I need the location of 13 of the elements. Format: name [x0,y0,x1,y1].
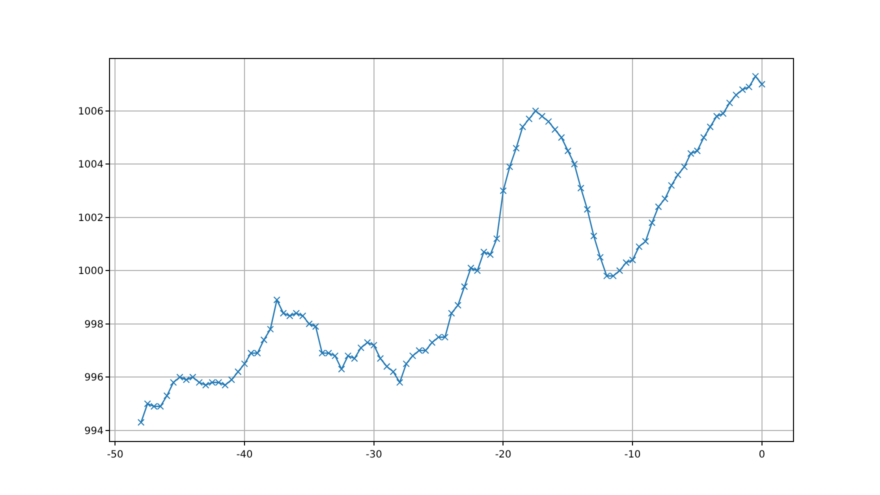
x-tick-label: -10 [624,450,641,460]
x-tick-label: 0 [758,450,766,460]
y-tick-label: 1004 [78,160,104,171]
x-tick-label: -30 [366,450,382,460]
y-tick-label: 1000 [78,266,104,278]
x-tick-label: -40 [236,450,253,460]
y-tick-label: 996 [84,372,104,384]
x-tick-label: -50 [107,450,124,460]
x-tick-label: -20 [495,450,512,460]
y-tick-label: 994 [84,426,104,437]
y-tick-label: 998 [84,319,104,330]
y-tick-label: 1002 [78,212,104,224]
y-tick-label: 1006 [78,106,104,118]
